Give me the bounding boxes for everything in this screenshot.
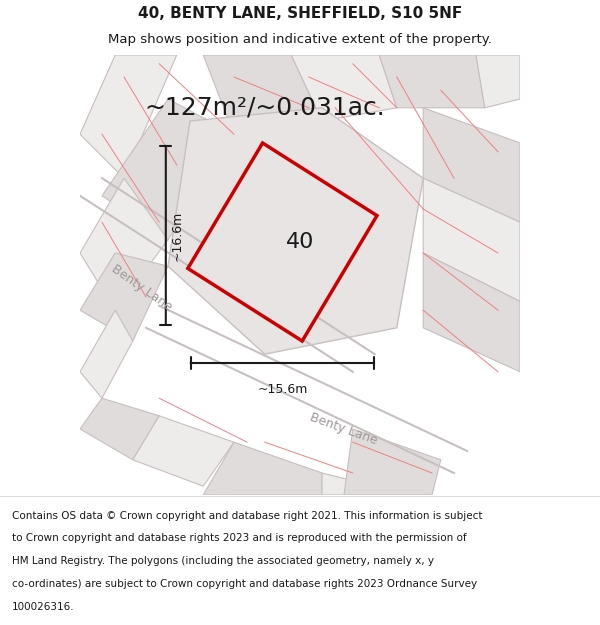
Polygon shape [423, 107, 520, 222]
Polygon shape [80, 398, 159, 460]
Text: 40, BENTY LANE, SHEFFIELD, S10 5NF: 40, BENTY LANE, SHEFFIELD, S10 5NF [138, 6, 462, 21]
Text: Benty Lane: Benty Lane [308, 411, 380, 447]
Polygon shape [344, 429, 441, 495]
Polygon shape [188, 143, 377, 341]
Text: 40: 40 [286, 232, 314, 252]
Polygon shape [322, 473, 410, 495]
Text: ~16.6m: ~16.6m [170, 210, 183, 261]
Polygon shape [80, 310, 133, 398]
Polygon shape [102, 99, 234, 240]
Text: ~127m²/~0.031ac.: ~127m²/~0.031ac. [145, 96, 385, 120]
Text: Map shows position and indicative extent of the property.: Map shows position and indicative extent… [108, 33, 492, 46]
Polygon shape [423, 178, 520, 301]
Polygon shape [291, 55, 397, 121]
Polygon shape [168, 107, 423, 354]
Text: 100026316.: 100026316. [12, 602, 74, 612]
Polygon shape [423, 253, 520, 372]
Polygon shape [133, 416, 234, 486]
Polygon shape [203, 442, 322, 495]
Polygon shape [203, 55, 322, 134]
Polygon shape [80, 178, 168, 310]
Polygon shape [80, 55, 177, 178]
Text: Benty Lane: Benty Lane [109, 262, 175, 314]
Text: HM Land Registry. The polygons (including the associated geometry, namely x, y: HM Land Registry. The polygons (includin… [12, 556, 434, 566]
Text: to Crown copyright and database rights 2023 and is reproduced with the permissio: to Crown copyright and database rights 2… [12, 533, 467, 543]
Polygon shape [379, 55, 485, 108]
Polygon shape [476, 55, 520, 108]
Text: ~15.6m: ~15.6m [257, 383, 308, 396]
Text: co-ordinates) are subject to Crown copyright and database rights 2023 Ordnance S: co-ordinates) are subject to Crown copyr… [12, 579, 477, 589]
Text: Contains OS data © Crown copyright and database right 2021. This information is : Contains OS data © Crown copyright and d… [12, 511, 482, 521]
Polygon shape [80, 253, 168, 341]
